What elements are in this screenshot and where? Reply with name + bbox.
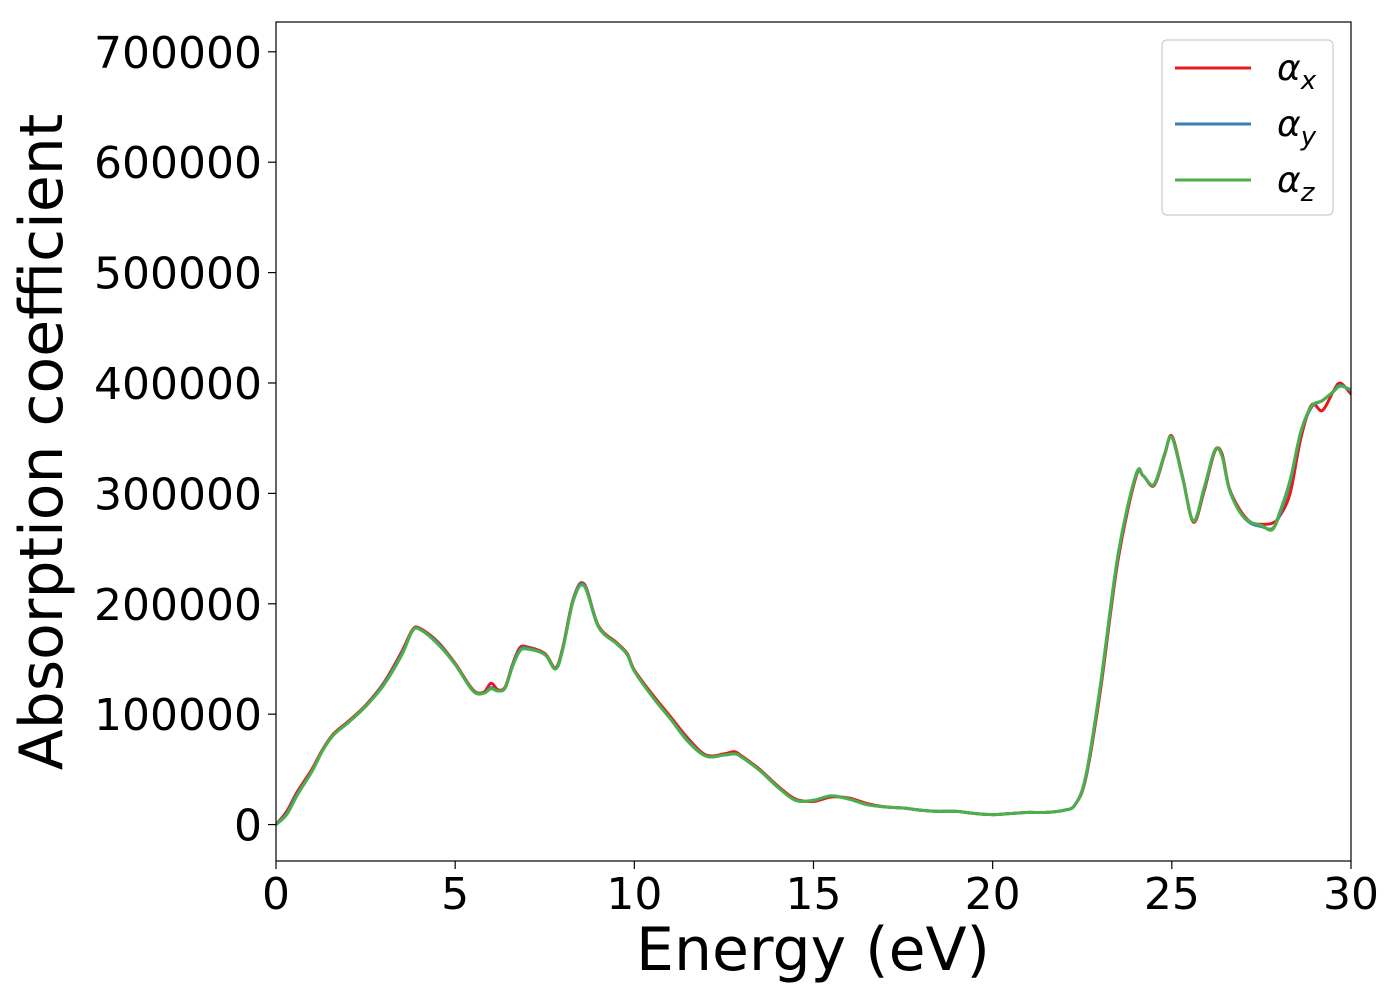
y-tick-label: 200000 <box>94 580 262 631</box>
legend-label-y: αy <box>1277 104 1317 152</box>
y-axis-label: Absorption coefficient <box>7 114 77 771</box>
y-tick-label: 400000 <box>94 359 262 410</box>
x-axis-ticks: 0 5 10 15 20 25 30 <box>262 861 1379 920</box>
series-line-x <box>276 381 1351 827</box>
x-tick-label: 15 <box>786 869 842 920</box>
legend-label-base: α <box>1277 160 1301 201</box>
legend-label-x: αx <box>1277 48 1317 96</box>
legend-label-base: α <box>1277 48 1301 89</box>
y-tick-label: 100000 <box>94 690 262 741</box>
y-tick-label: 0 <box>234 801 262 852</box>
y-tick-label: 300000 <box>94 469 262 520</box>
x-tick-label: 10 <box>606 869 662 920</box>
series-line-y <box>276 383 1351 827</box>
x-tick-label: 30 <box>1323 869 1379 920</box>
plot-lines <box>276 381 1351 827</box>
legend-label-base: α <box>1277 104 1301 145</box>
x-axis-label: Energy (eV) <box>636 915 990 985</box>
legend-box <box>1161 39 1334 216</box>
x-tick-label: 25 <box>1144 869 1200 920</box>
legend-label-subscript: y <box>1300 122 1317 152</box>
series-line-z <box>276 384 1351 827</box>
y-tick-label: 700000 <box>94 28 262 79</box>
x-tick-label: 20 <box>965 869 1021 920</box>
legend-label-subscript: z <box>1300 178 1316 208</box>
legend-label-z: αz <box>1277 160 1316 208</box>
y-axis-ticks: 0 100000 200000 300000 400000 500000 600000 700… <box>94 28 276 852</box>
x-tick-label: 0 <box>262 869 290 920</box>
y-tick-label: 500000 <box>94 249 262 300</box>
x-tick-label: 5 <box>441 869 469 920</box>
legend-label-subscript: x <box>1300 66 1317 96</box>
y-tick-label: 600000 <box>94 138 262 189</box>
